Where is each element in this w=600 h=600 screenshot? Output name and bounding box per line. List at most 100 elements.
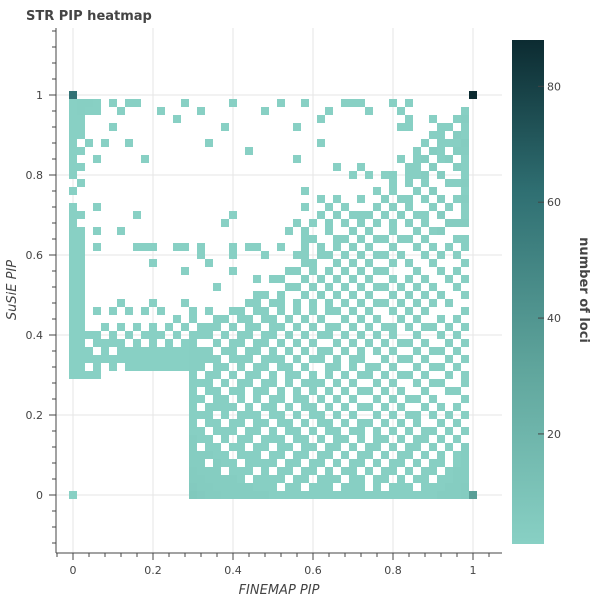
- heatmap-cell: [325, 267, 333, 275]
- heatmap-cell: [69, 251, 77, 259]
- heatmap-cell: [261, 339, 269, 347]
- heatmap-cell: [261, 467, 269, 475]
- heatmap-cell: [213, 443, 221, 451]
- heatmap-cell: [93, 99, 101, 107]
- heatmap-cell: [325, 371, 333, 379]
- heatmap-cell: [253, 243, 261, 251]
- heatmap-cell: [69, 211, 77, 219]
- heatmap-cell: [357, 235, 365, 243]
- heatmap-cell: [445, 275, 453, 283]
- heatmap-cell: [69, 139, 77, 147]
- heatmap-cell: [325, 403, 333, 411]
- heatmap-cell: [301, 251, 309, 259]
- heatmap-cell: [373, 475, 381, 483]
- y-tick-label: 0.2: [26, 409, 44, 422]
- heatmap-cell: [301, 443, 309, 451]
- heatmap-cell: [437, 147, 445, 155]
- heatmap-cell: [293, 355, 301, 363]
- heatmap-cell: [285, 467, 293, 475]
- heatmap-cell: [245, 379, 253, 387]
- heatmap-cell: [301, 291, 309, 299]
- heatmap-cell: [293, 219, 301, 227]
- heatmap-cell: [69, 99, 77, 107]
- heatmap-cell: [381, 171, 389, 179]
- heatmap-cell: [429, 147, 437, 155]
- heatmap-cell: [69, 219, 77, 227]
- heatmap-cell: [133, 211, 141, 219]
- heatmap-cell: [317, 291, 325, 299]
- heatmap-cell: [69, 307, 77, 315]
- heatmap-cell: [117, 227, 125, 235]
- heatmap-cell: [301, 99, 309, 107]
- heatmap-cell: [381, 339, 389, 347]
- heatmap-cell: [325, 491, 333, 499]
- heatmap-cell: [309, 427, 317, 435]
- heatmap-cell: [317, 243, 325, 251]
- heatmap-cell: [309, 323, 317, 331]
- heatmap-cell: [189, 315, 197, 323]
- heatmap-cell: [365, 323, 373, 331]
- heatmap-cell: [77, 163, 85, 171]
- heatmap-cell: [69, 203, 77, 211]
- heatmap-cell: [317, 395, 325, 403]
- heatmap-cell: [381, 419, 389, 427]
- heatmap-cell: [325, 299, 333, 307]
- heatmap-cell: [373, 459, 381, 467]
- heatmap-cell: [373, 267, 381, 275]
- heatmap-cell: [253, 323, 261, 331]
- heatmap-cell: [77, 363, 85, 371]
- heatmap-cell: [301, 467, 309, 475]
- heatmap-cell: [141, 355, 149, 363]
- heatmap-cell: [197, 475, 205, 483]
- heatmap-cell: [397, 195, 405, 203]
- heatmap-cell: [277, 419, 285, 427]
- heatmap-cell: [445, 155, 453, 163]
- heatmap-cell: [397, 155, 405, 163]
- heatmap-cell: [421, 427, 429, 435]
- heatmap-cell: [325, 331, 333, 339]
- heatmap-cell: [381, 299, 389, 307]
- heatmap-cell: [349, 227, 357, 235]
- heatmap-cell: [261, 107, 269, 115]
- heatmap-cell: [101, 139, 109, 147]
- heatmap-cell: [133, 243, 141, 251]
- heatmap-cell: [445, 387, 453, 395]
- heatmap-cell: [309, 371, 317, 379]
- heatmap-cell: [309, 259, 317, 267]
- heatmap-cell: [253, 419, 261, 427]
- heatmap-cell: [69, 331, 77, 339]
- heatmap-cell: [437, 291, 445, 299]
- heatmap-cell: [229, 251, 237, 259]
- heatmap-cell: [285, 419, 293, 427]
- heatmap-cell: [421, 195, 429, 203]
- heatmap-cell: [213, 419, 221, 427]
- heatmap-cell: [389, 347, 397, 355]
- heatmap-cell: [349, 379, 357, 387]
- heatmap-cell: [437, 131, 445, 139]
- heatmap-cell: [437, 475, 445, 483]
- heatmap-cell: [253, 371, 261, 379]
- heatmap-cell: [293, 411, 301, 419]
- heatmap-cell: [117, 347, 125, 355]
- heatmap-cell: [277, 291, 285, 299]
- heatmap-cell: [437, 347, 445, 355]
- heatmap-cell: [109, 331, 117, 339]
- heatmap-cell: [405, 171, 413, 179]
- heatmap-cell: [229, 267, 237, 275]
- heatmap-cell: [229, 243, 237, 251]
- heatmap-cell: [445, 179, 453, 187]
- heatmap-cell: [437, 267, 445, 275]
- heatmap-cell: [237, 355, 245, 363]
- heatmap-cell: [325, 203, 333, 211]
- heatmap-cell: [405, 115, 413, 123]
- heatmap-cell: [237, 363, 245, 371]
- heatmap-cell: [461, 139, 469, 147]
- heatmap-cell: [117, 299, 125, 307]
- heatmap-cell: [221, 219, 229, 227]
- heatmap-cell: [277, 355, 285, 363]
- heatmap-cell: [357, 475, 365, 483]
- heatmap-cell: [309, 387, 317, 395]
- heatmap-cell: [461, 411, 469, 419]
- heatmap-cell: [157, 107, 165, 115]
- heatmap-cell: [253, 395, 261, 403]
